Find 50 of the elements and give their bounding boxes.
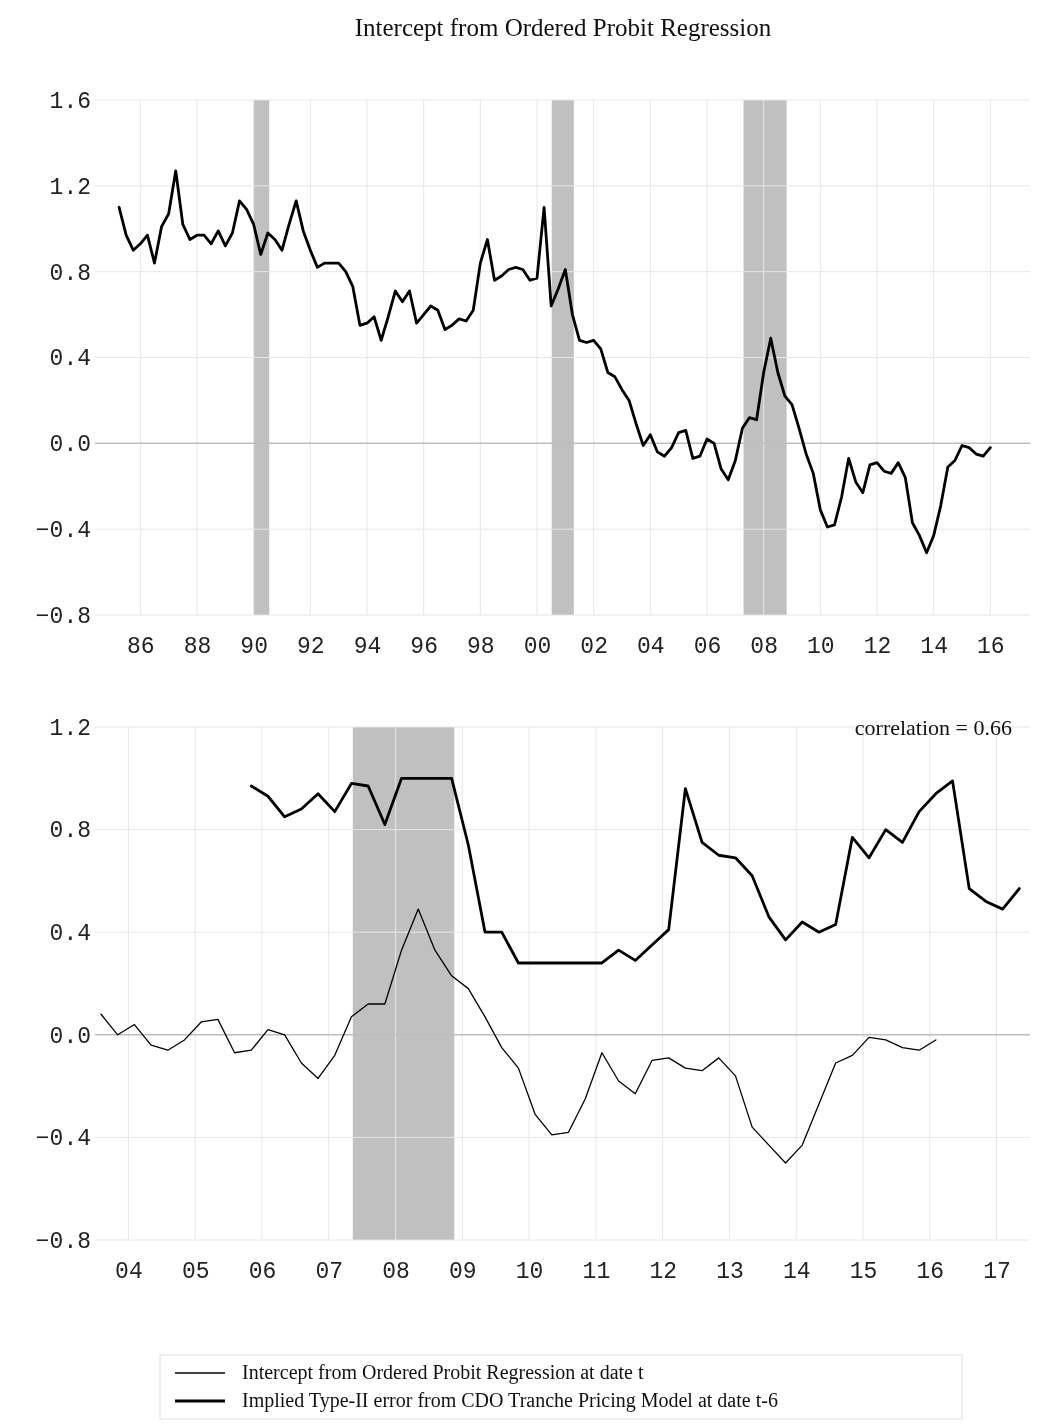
x-tick-label: 12 (649, 1259, 677, 1286)
x-tick-label: 04 (115, 1259, 143, 1286)
y-tick-label: −0.8 (35, 603, 91, 630)
legend-label: Intercept from Ordered Probit Regression at date t (242, 1361, 644, 1384)
x-tick-label: 14 (920, 634, 948, 661)
y-tick-label: 0.0 (49, 1023, 91, 1050)
chart-title: Intercept from Ordered Probit Regression (354, 14, 772, 41)
x-tick-label: 96 (410, 634, 438, 661)
y-tick-label: 1.2 (49, 715, 91, 742)
y-tick-label: −0.8 (35, 1228, 91, 1255)
line-series (100, 908, 937, 1164)
x-tick-label: 14 (782, 1259, 811, 1286)
x-tick-label: 86 (127, 634, 155, 661)
line-series (249, 776, 1021, 965)
x-tick-label: 05 (181, 1259, 210, 1286)
annotation: correlation = 0.66 (854, 715, 1012, 740)
y-tick-label: 0.4 (49, 346, 91, 373)
x-tick-label: 13 (716, 1259, 744, 1286)
x-tick-label: 07 (315, 1259, 344, 1286)
x-tick-label: 88 (183, 634, 212, 661)
y-tick-label: 1.2 (49, 174, 91, 201)
x-tick-label: 04 (637, 634, 665, 661)
x-tick-label: 12 (863, 634, 892, 661)
x-tick-label: 02 (580, 634, 608, 661)
x-tick-label: 98 (467, 634, 495, 661)
x-tick-label: 90 (240, 634, 268, 661)
y-tick-label: 1.6 (49, 88, 91, 115)
y-tick-label: 0.8 (49, 260, 91, 287)
y-tick-label: −0.4 (35, 518, 91, 545)
x-tick-label: 92 (297, 634, 325, 661)
x-tick-label: 09 (449, 1259, 477, 1286)
x-tick-label: 17 (983, 1259, 1011, 1286)
x-tick-label: 15 (849, 1259, 878, 1286)
x-tick-label: 16 (977, 634, 1005, 661)
y-tick-label: 0.4 (49, 921, 91, 948)
x-tick-label: 08 (382, 1259, 410, 1286)
x-tick-label: 10 (515, 1259, 544, 1286)
line-series (117, 169, 992, 555)
legend-label: Implied Type-II error from CDO Tranche Pricing Model at date t-6 (242, 1389, 778, 1412)
x-tick-label: 06 (248, 1259, 277, 1286)
y-tick-label: 0.0 (49, 432, 91, 459)
x-tick-label: 10 (807, 634, 835, 661)
x-tick-label: 06 (693, 634, 722, 661)
y-tick-label: 0.8 (49, 818, 91, 845)
x-tick-label: 94 (353, 634, 382, 661)
x-tick-label: 16 (916, 1259, 945, 1286)
y-tick-label: −0.4 (35, 1126, 91, 1153)
x-tick-label: 00 (523, 634, 552, 661)
x-tick-label: 11 (582, 1259, 611, 1286)
x-tick-label: 08 (750, 634, 778, 661)
